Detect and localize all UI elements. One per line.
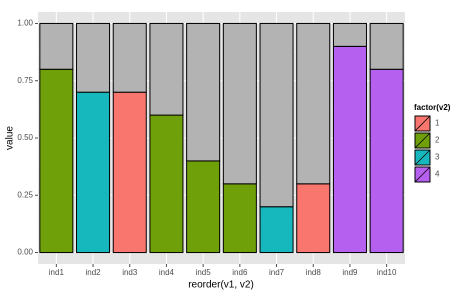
- bar-segment-rest: [149, 22, 184, 116]
- bar-segment: [149, 114, 184, 254]
- legend-label: 3: [435, 153, 440, 162]
- legend-key-slash: [414, 149, 431, 166]
- x-tick-label: ind3: [122, 268, 138, 277]
- x-tick-label: ind8: [306, 268, 322, 277]
- y-tick-label: 0.00: [17, 248, 33, 257]
- x-tick-label: ind2: [85, 268, 101, 277]
- bar-segment-rest: [76, 22, 111, 93]
- bar-segment: [186, 160, 221, 254]
- bar-segment: [332, 45, 367, 254]
- x-tick-label: ind4: [159, 268, 175, 277]
- x-tick-label: ind7: [269, 268, 285, 277]
- bar-segment-rest: [112, 22, 147, 93]
- legend-key-slash: [414, 166, 431, 183]
- legend-key-slash: [414, 115, 431, 132]
- bar-segment-rest: [259, 22, 294, 208]
- bar-segment: [222, 183, 257, 254]
- bar-segment: [259, 206, 294, 254]
- x-tick-label: ind5: [196, 268, 212, 277]
- bar-segment: [296, 183, 331, 254]
- bar-segment-rest: [186, 22, 221, 162]
- y-tick-label: 0.25: [17, 190, 33, 199]
- x-tick-label: ind6: [232, 268, 248, 277]
- legend-label: 1: [435, 119, 440, 128]
- x-tick-label: ind1: [49, 268, 65, 277]
- x-tick-label: ind9: [342, 268, 358, 277]
- y-tick-label: 1.00: [17, 19, 33, 28]
- x-tick-label: ind10: [377, 268, 397, 277]
- y-axis-title: value: [5, 126, 16, 150]
- x-axis-title: reorder(v1, v2): [188, 280, 254, 291]
- bar-segment-rest: [222, 22, 257, 185]
- legend-label: 2: [435, 136, 440, 145]
- legend-key-slash: [414, 132, 431, 149]
- bar-segment-rest: [332, 22, 367, 47]
- y-tick-label: 0.75: [17, 76, 33, 85]
- bar-segment-rest: [39, 22, 74, 70]
- bar-segment: [112, 91, 147, 254]
- bar-segment-rest: [369, 22, 404, 70]
- bar-segment: [76, 91, 111, 254]
- bar-segment-rest: [296, 22, 331, 185]
- bar-segment: [369, 68, 404, 254]
- y-tick-label: 0.50: [17, 133, 33, 142]
- legend-title: factor(v2): [414, 103, 451, 112]
- bar-segment: [39, 68, 74, 254]
- legend-label: 4: [435, 170, 440, 179]
